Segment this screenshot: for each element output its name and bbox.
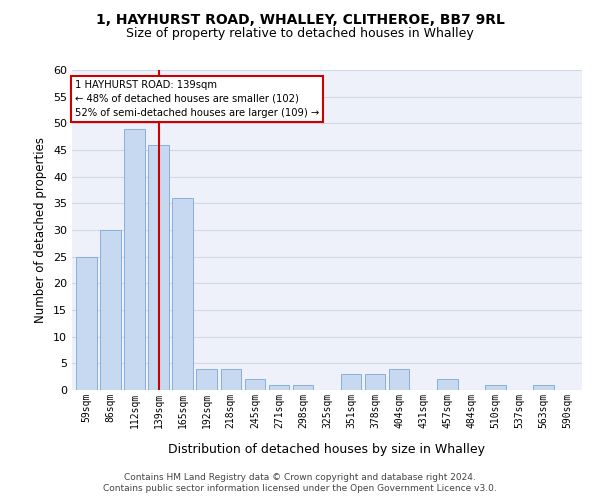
Bar <box>196 368 217 390</box>
Bar <box>76 256 97 390</box>
Text: Size of property relative to detached houses in Whalley: Size of property relative to detached ho… <box>126 28 474 40</box>
Text: Contains HM Land Registry data © Crown copyright and database right 2024.: Contains HM Land Registry data © Crown c… <box>124 472 476 482</box>
Bar <box>389 368 409 390</box>
Bar <box>245 380 265 390</box>
Bar <box>437 380 458 390</box>
Bar <box>221 368 241 390</box>
Bar <box>485 384 506 390</box>
Bar <box>341 374 361 390</box>
Bar <box>148 144 169 390</box>
Text: Distribution of detached houses by size in Whalley: Distribution of detached houses by size … <box>169 442 485 456</box>
Bar <box>124 128 145 390</box>
Bar <box>100 230 121 390</box>
Bar <box>293 384 313 390</box>
Bar <box>533 384 554 390</box>
Bar <box>365 374 385 390</box>
Text: 1 HAYHURST ROAD: 139sqm
← 48% of detached houses are smaller (102)
52% of semi-d: 1 HAYHURST ROAD: 139sqm ← 48% of detache… <box>74 80 319 118</box>
Bar <box>172 198 193 390</box>
Bar <box>269 384 289 390</box>
Text: Contains public sector information licensed under the Open Government Licence v3: Contains public sector information licen… <box>103 484 497 493</box>
Y-axis label: Number of detached properties: Number of detached properties <box>34 137 47 323</box>
Text: 1, HAYHURST ROAD, WHALLEY, CLITHEROE, BB7 9RL: 1, HAYHURST ROAD, WHALLEY, CLITHEROE, BB… <box>95 12 505 26</box>
